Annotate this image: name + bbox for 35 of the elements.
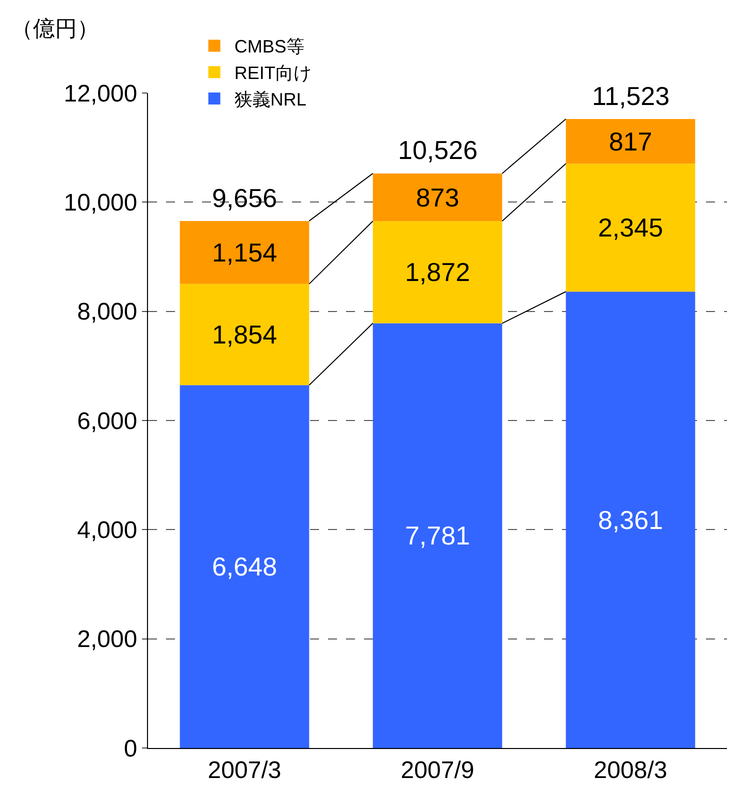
data-label: 6,648 xyxy=(212,552,278,582)
data-label: 1,854 xyxy=(212,320,278,350)
y-tick-label: 8,000 xyxy=(77,298,138,326)
total-label: 10,526 xyxy=(398,135,478,165)
y-tick-label: 4,000 xyxy=(77,517,138,544)
bar xyxy=(372,221,502,324)
bar xyxy=(180,385,310,748)
y-axis-title: （億円） xyxy=(11,16,99,41)
bar xyxy=(566,292,696,748)
data-label: 2,345 xyxy=(598,212,664,243)
y-tick-label: 12,000 xyxy=(64,80,138,108)
bar xyxy=(566,119,696,164)
data-label: 7,781 xyxy=(404,520,470,551)
y-tick-label: 0 xyxy=(124,735,138,762)
x-tick-label: 2007/3 xyxy=(208,756,282,784)
bar xyxy=(372,323,502,748)
total-label: 11,523 xyxy=(592,81,670,111)
data-label: 1,872 xyxy=(404,257,470,288)
total-label: 9,656 xyxy=(212,183,278,213)
legend-label: 狭義NRL xyxy=(234,90,306,110)
bar xyxy=(372,173,502,222)
data-label: 8,361 xyxy=(598,504,664,535)
bar xyxy=(566,164,696,292)
x-tick-label: 2007/9 xyxy=(400,756,474,784)
y-tick-label: 2,000 xyxy=(77,626,138,654)
y-tick-label: 10,000 xyxy=(64,190,138,217)
legend-label: REIT向け xyxy=(234,63,312,84)
bar xyxy=(180,284,310,386)
data-label: 817 xyxy=(608,126,652,156)
data-label: 873 xyxy=(416,182,460,212)
bar xyxy=(180,220,310,284)
y-tick-label: 6,000 xyxy=(77,408,138,435)
x-tick-label: 2008/3 xyxy=(594,756,668,784)
data-label: 1,154 xyxy=(212,237,278,268)
legend-label: CMBS等 xyxy=(234,36,304,57)
